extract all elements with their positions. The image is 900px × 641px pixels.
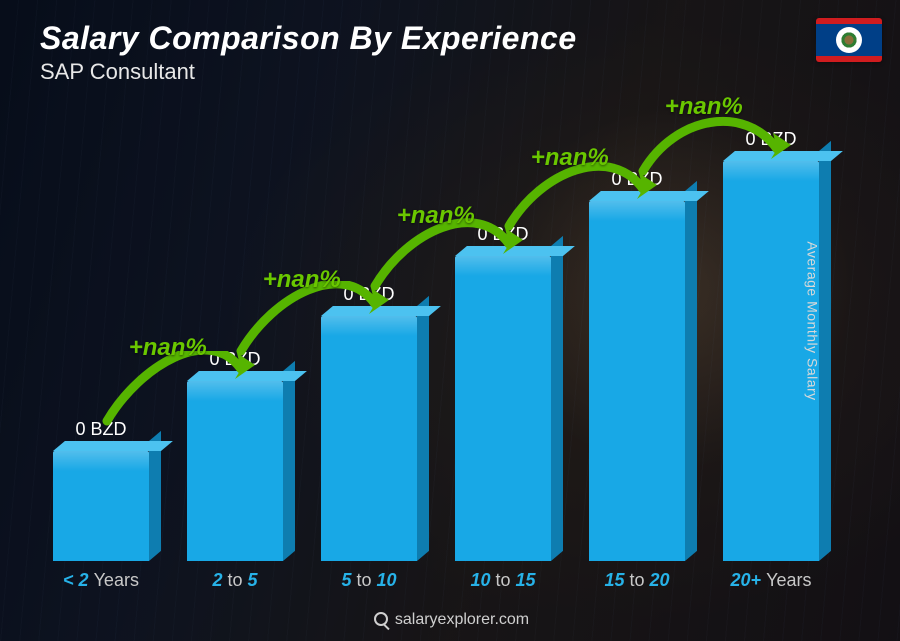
flag-emblem xyxy=(836,27,862,53)
growth-delta-label: +nan% xyxy=(129,334,207,362)
bar: 0 BZD xyxy=(589,201,685,561)
bar-top xyxy=(53,441,173,451)
bar-category-label: 10 to 15 xyxy=(437,570,569,591)
flag-stripe-top xyxy=(816,18,882,24)
chart-title: Salary Comparison By Experience xyxy=(40,20,860,57)
bar-category-label: 15 to 20 xyxy=(571,570,703,591)
bar-side xyxy=(417,296,429,561)
bar-category-label: 5 to 10 xyxy=(303,570,435,591)
flag-stripe-bot xyxy=(816,56,882,62)
bar-side xyxy=(551,236,563,561)
bar-side xyxy=(283,361,295,561)
bar-category-label: < 2 Years xyxy=(35,570,167,591)
search-icon xyxy=(371,609,389,627)
footer-text: salaryexplorer.com xyxy=(395,611,529,628)
chart-container: Salary Comparison By Experience SAP Cons… xyxy=(0,0,900,641)
bar-category-label: 2 to 5 xyxy=(169,570,301,591)
footer: salaryexplorer.com xyxy=(0,609,900,629)
growth-arrow: +nan% xyxy=(235,281,389,361)
bars-area: 0 BZD< 2 Years0 BZD2 to 5+nan%0 BZD5 to … xyxy=(45,131,840,561)
growth-delta-label: +nan% xyxy=(665,93,743,121)
bar-side xyxy=(685,181,697,561)
growth-arrow: +nan% xyxy=(101,351,255,431)
growth-arrow: +nan% xyxy=(369,216,523,296)
growth-delta-label: +nan% xyxy=(263,266,341,294)
y-axis-label: Average Monthly Salary xyxy=(804,241,820,400)
bar: 0 BZD xyxy=(53,451,149,561)
growth-delta-label: +nan% xyxy=(531,144,609,172)
growth-arrow: +nan% xyxy=(637,101,791,181)
growth-arrow: +nan% xyxy=(503,156,657,236)
bar-front xyxy=(53,451,149,561)
bar-category-label: 20+ Years xyxy=(705,570,837,591)
chart-subtitle: SAP Consultant xyxy=(40,59,860,85)
bar-side xyxy=(819,141,831,561)
growth-delta-label: +nan% xyxy=(397,202,475,230)
bar-front xyxy=(589,201,685,561)
country-flag-belize xyxy=(816,18,882,62)
